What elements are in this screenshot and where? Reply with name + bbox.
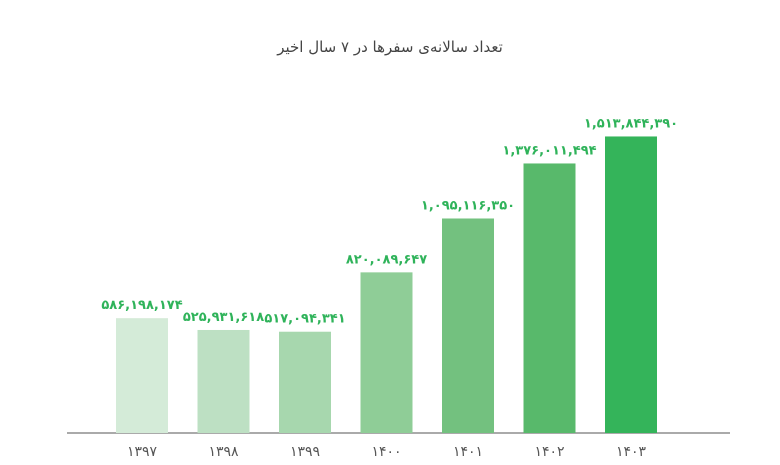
- x-tick-label: ۱۳۹۷: [127, 444, 158, 460]
- bar-value-label: ۸۲۰,۰۸۹,۶۴۷: [346, 252, 427, 267]
- bar-2: [197, 329, 250, 433]
- x-tick-label: ۱۴۰۱: [453, 444, 483, 460]
- bar-6: [523, 163, 576, 434]
- x-tick-label: ۱۴۰۰: [371, 444, 401, 460]
- x-tick-label: ۱۴۰۲: [534, 444, 564, 460]
- bar-7: [605, 136, 657, 433]
- bar-4: [360, 272, 413, 433]
- bar-value-label: ۵۱۷,۰۹۴,۳۴۱: [264, 312, 345, 327]
- bar-value-label: ۱,۵۱۳,۸۴۴,۳۹۰: [584, 116, 678, 131]
- bar-value-label: ۵۸۶,۱۹۸,۱۷۴: [101, 298, 182, 313]
- chart-title: تعداد سالانه‌ی سفرها در ۷ سال اخیر: [277, 38, 503, 56]
- bar-1: [116, 318, 168, 433]
- bar-3: [279, 331, 331, 433]
- bar-value-label: ۱,۰۹۵,۱۱۶,۳۵۰: [421, 198, 515, 213]
- bar-value-label: ۵۲۵,۹۳۱,۶۱۸: [183, 310, 264, 325]
- x-tick-label: ۱۳۹۹: [290, 444, 320, 460]
- x-tick-label: ۱۳۹۸: [208, 444, 239, 460]
- x-tick-label: ۱۴۰۳: [616, 444, 647, 460]
- bar-value-label: ۱,۳۷۶,۰۱۱,۴۹۴: [502, 143, 596, 158]
- bar-5: [442, 218, 494, 433]
